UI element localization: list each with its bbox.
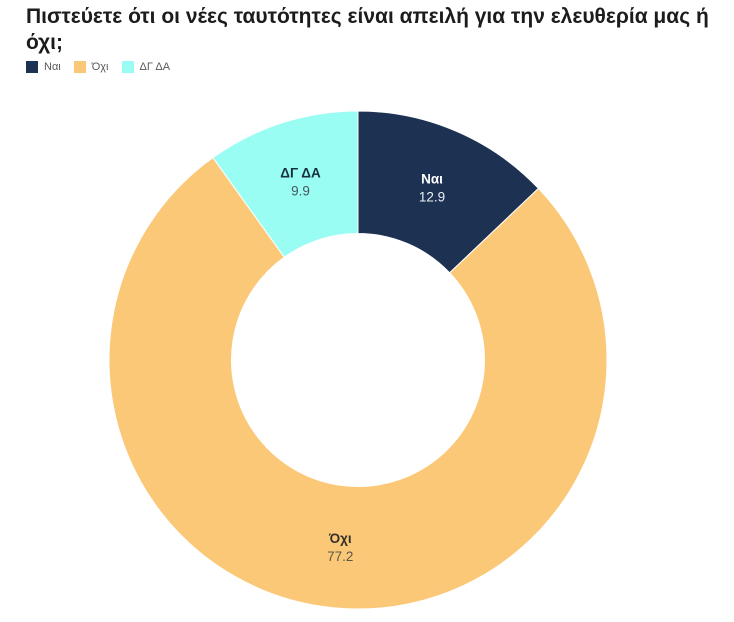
- slice-label-value: 12.9: [419, 190, 445, 205]
- slice-label-name: Ναι: [421, 172, 443, 187]
- slice-label-name: Όχι: [328, 531, 352, 546]
- slice-label-value: 9.9: [291, 183, 310, 198]
- slice-label-value: 77.2: [327, 549, 353, 564]
- donut-chart: Ναι 12.9 Όχι 77.2 ΔΓ ΔΑ 9.9: [0, 0, 734, 622]
- slice-label-name: ΔΓ ΔΑ: [280, 165, 321, 180]
